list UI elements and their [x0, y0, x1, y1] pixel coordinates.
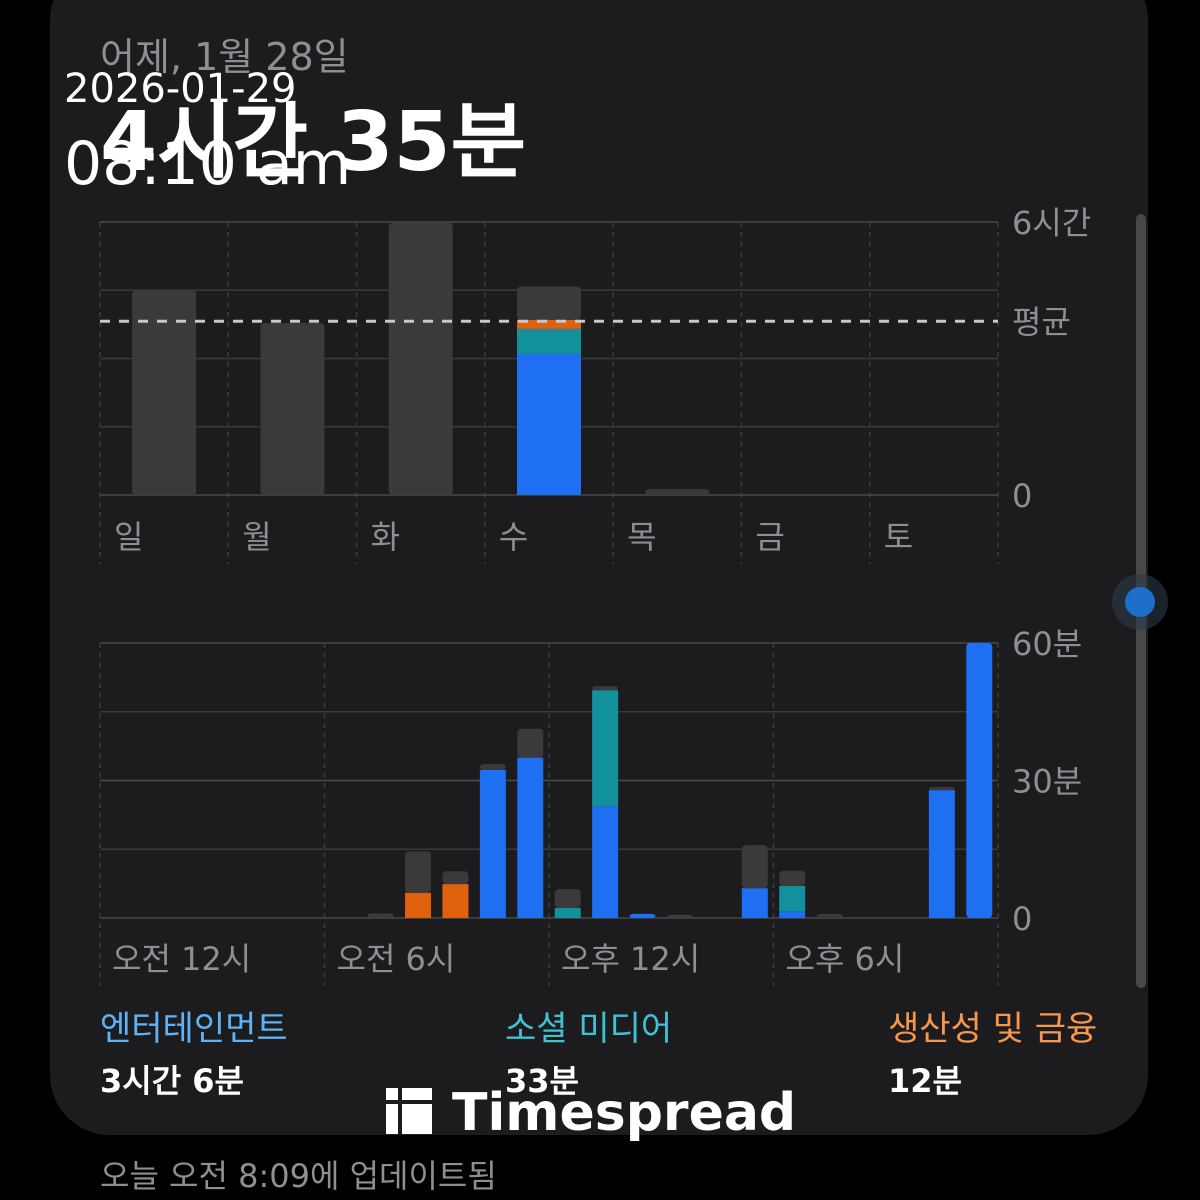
bar-segment [442, 884, 469, 918]
bar-segment [517, 353, 581, 495]
x-tick-label: 수 [499, 518, 528, 556]
x-tick-label: 월 [242, 518, 271, 556]
legend-entertainment: 엔터테인먼트 [100, 1009, 288, 1049]
footer: 오늘 오전 8:09에 업데이트됨 [100, 1157, 497, 1195]
bar-segment [928, 786, 955, 791]
bar-segment [645, 489, 710, 495]
bar-segment [517, 328, 581, 354]
x-tick-label: 토 [884, 518, 913, 556]
bar-segment [592, 690, 619, 807]
y-tick-label: 0 [1012, 900, 1032, 938]
overlay-date: 2026-01-29 [64, 66, 296, 112]
bar-segment [592, 686, 619, 691]
bar-segment [554, 907, 581, 918]
x-tick-label: 금 [755, 518, 784, 556]
bar-segment [741, 845, 768, 889]
header-total: 4시간 35분 [100, 95, 526, 190]
bar-segment [741, 888, 768, 918]
average-label: 평균 [1012, 303, 1071, 341]
bar-segment [442, 871, 469, 885]
bar-segment [388, 222, 453, 495]
x-tick-label: 화 [371, 518, 400, 556]
bar-segment [779, 911, 806, 918]
card [50, 0, 1148, 1135]
bar-segment [132, 290, 197, 495]
bar-segment [405, 851, 432, 893]
total-entertainment: 3시간 6분 [100, 1062, 244, 1100]
x-tick-label: 오후 12시 [561, 940, 700, 978]
bar-segment [629, 913, 656, 918]
y-tick-label: 30분 [1012, 763, 1082, 801]
watermark: Timespread [452, 1083, 796, 1143]
bar-segment [666, 914, 693, 918]
bar-segment [260, 323, 325, 495]
watermark-icon [386, 1088, 432, 1134]
bar-segment [592, 806, 619, 918]
x-tick-label: 오후 6시 [786, 940, 905, 978]
bar-segment [928, 790, 955, 918]
bar-segment [367, 913, 394, 918]
legend-social: 소셜 미디어 [505, 1009, 672, 1049]
y-tick-label: 6시간 [1012, 204, 1091, 242]
total-social: 33분 [505, 1062, 579, 1100]
bar-segment [479, 769, 506, 918]
bar-segment [779, 870, 806, 886]
x-tick-label: 오전 6시 [337, 940, 456, 978]
bar-segment [405, 892, 432, 918]
bar-segment [966, 643, 993, 918]
x-tick-label: 일 [114, 518, 143, 556]
x-tick-label: 오전 12시 [112, 940, 251, 978]
bar-segment [779, 885, 806, 912]
x-tick-label: 목 [627, 518, 656, 556]
bar-segment [517, 286, 581, 320]
total-productivity: 12분 [888, 1062, 962, 1100]
legend-productivity: 생산성 및 금융 [888, 1009, 1097, 1049]
bar-segment [479, 764, 506, 770]
bar-segment [517, 757, 544, 918]
header-date: 어제, 1월 28일 [100, 35, 349, 79]
scroll-thumb[interactable] [1125, 587, 1155, 617]
y-tick-label: 60분 [1012, 625, 1082, 663]
bar-segment [517, 319, 581, 329]
y-tick-label: 0 [1012, 477, 1032, 515]
bar-segment [517, 728, 544, 758]
bar-segment [554, 889, 581, 908]
bar-segment [816, 913, 843, 918]
overlay-time: 08:10 am [64, 129, 351, 199]
